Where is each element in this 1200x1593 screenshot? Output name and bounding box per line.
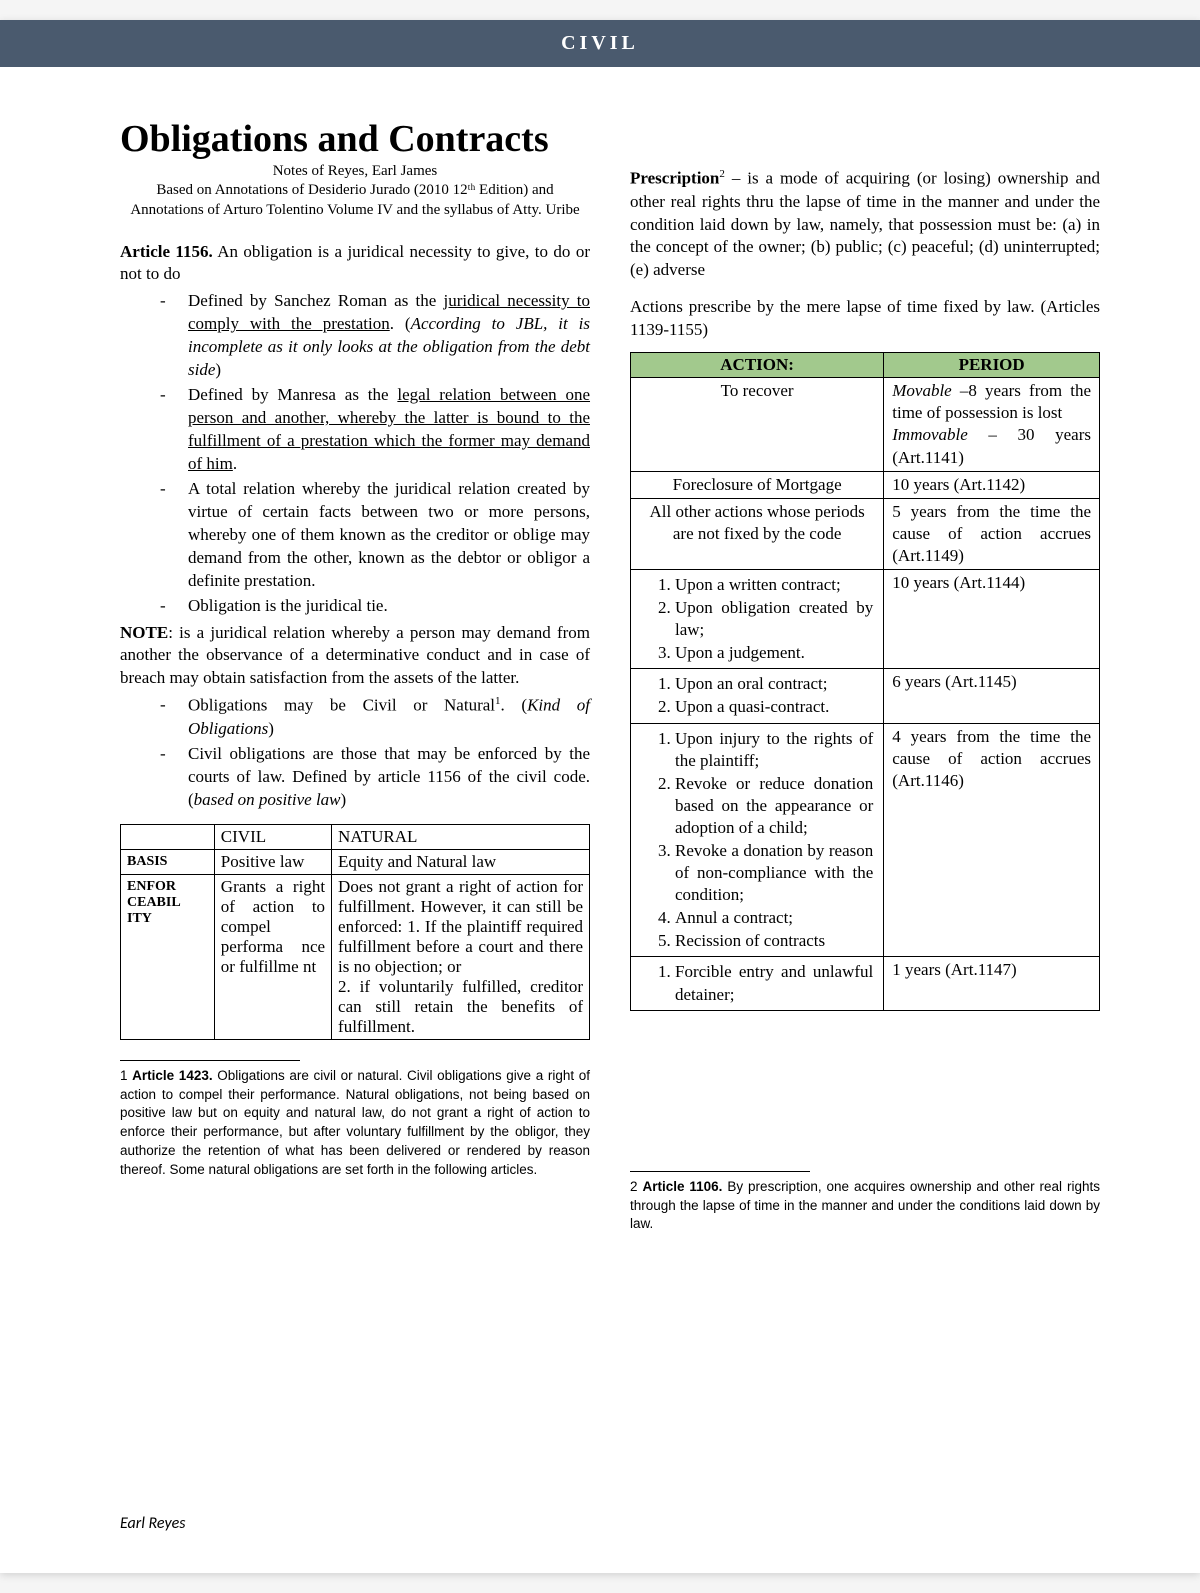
table-row: ENFOR CEABIL ITY Grants a right of actio…: [121, 874, 590, 1039]
action-written-contract: Upon a written contract; Upon obligation…: [631, 569, 884, 668]
enforce-civil: Grants a right of action to compel perfo…: [214, 874, 331, 1039]
action-other: All other actions whose periods are not …: [631, 498, 884, 569]
def-total-relation: A total relation whereby the juridical r…: [160, 478, 590, 593]
enforce-natural: Does not grant a right of action for ful…: [332, 874, 590, 1039]
table-row: BASIS Positive law Equity and Natural la…: [121, 849, 590, 874]
obligations-kind-list: Obligations may be Civil or Natural1. (K…: [160, 694, 590, 811]
author-name: Earl Reyes: [120, 1514, 186, 1533]
footnote-1: 1 Article 1423. Obligations are civil or…: [120, 1067, 590, 1180]
period-other: 5 years from the time the cause of actio…: [884, 498, 1100, 569]
period-10yr: 10 years (Art.1144): [884, 569, 1100, 668]
note-label: NOTE: [120, 623, 168, 642]
period-4yr: 4 years from the time the cause of actio…: [884, 723, 1100, 957]
civil-natural-table: CIVIL NATURAL BASIS Positive law Equity …: [120, 824, 590, 1040]
table-row: To recover Movable –8 years from the tim…: [631, 378, 1100, 471]
def-sanchez-roman: Defined by Sanchez Roman as the juridica…: [160, 290, 590, 382]
action-recover: To recover: [631, 378, 884, 471]
table-row: All other actions whose periods are not …: [631, 498, 1100, 569]
footnote-2: 2 Article 1106. By prescription, one acq…: [630, 1178, 1100, 1235]
content-area: Obligations and Contracts Notes of Reyes…: [0, 67, 1200, 1264]
civil-obligations-def: Civil obligations are those that may be …: [160, 743, 590, 812]
left-column: Obligations and Contracts Notes of Reyes…: [120, 117, 590, 1234]
prescription-label: Prescription: [630, 169, 719, 188]
def-manresa: Defined by Manresa as the legal relation…: [160, 384, 590, 476]
note-text: : is a juridical relation whereby a pers…: [120, 623, 590, 688]
row-basis-label: BASIS: [121, 849, 215, 874]
period-recover: Movable –8 years from the time of posses…: [884, 378, 1100, 471]
action-oral-contract: Upon an oral contract; Upon a quasi-cont…: [631, 669, 884, 723]
period-foreclosure: 10 years (Art.1142): [884, 471, 1100, 498]
row-enforce-label: ENFOR CEABIL ITY: [121, 874, 215, 1039]
note-paragraph: NOTE: is a juridical relation whereby a …: [120, 622, 590, 691]
kind-civil-natural: Obligations may be Civil or Natural1. (K…: [160, 694, 590, 741]
def-juridical-tie: Obligation is the juridical tie.: [160, 595, 590, 618]
footnote-separator-2: [630, 1171, 810, 1172]
period-6yr: 6 years (Art.1145): [884, 669, 1100, 723]
table-row: Foreclosure of Mortgage 10 years (Art.11…: [631, 471, 1100, 498]
action-foreclosure: Foreclosure of Mortgage: [631, 471, 884, 498]
table-row: CIVIL NATURAL: [121, 824, 590, 849]
header-period: PERIOD: [884, 353, 1100, 378]
col-civil: CIVIL: [214, 824, 331, 849]
header-action: ACTION:: [631, 353, 884, 378]
basis-natural: Equity and Natural law: [332, 849, 590, 874]
table-row: Upon injury to the rights of the plainti…: [631, 723, 1100, 957]
footnote-separator: [120, 1060, 300, 1061]
table-row: Upon a written contract; Upon obligation…: [631, 569, 1100, 668]
header-banner: CIVIL: [0, 20, 1200, 67]
action-injury-revoke: Upon injury to the rights of the plainti…: [631, 723, 884, 957]
article-1156: Article 1156. An obligation is a juridic…: [120, 241, 590, 287]
definitions-list: Defined by Sanchez Roman as the juridica…: [160, 290, 590, 617]
article-1156-label: Article 1156.: [120, 242, 213, 261]
subtitle-sources: Based on Annotations of Desiderio Jurado…: [130, 180, 580, 221]
action-period-table: ACTION: PERIOD To recover Movable –8 yea…: [630, 352, 1100, 1010]
page: CIVIL Obligations and Contracts Notes of…: [0, 20, 1200, 1573]
prescription-paragraph: Prescription2 – is a mode of acquiring (…: [630, 167, 1100, 282]
page-title: Obligations and Contracts: [120, 117, 590, 161]
right-column: Prescription2 – is a mode of acquiring (…: [630, 117, 1100, 1234]
basis-civil: Positive law: [214, 849, 331, 874]
subtitle-author: Notes of Reyes, Earl James: [150, 163, 560, 180]
table-header-row: ACTION: PERIOD: [631, 353, 1100, 378]
table-row: Forcible entry and unlawful detainer; 1 …: [631, 957, 1100, 1010]
action-forcible-entry: Forcible entry and unlawful detainer;: [631, 957, 884, 1010]
actions-prescribe-text: Actions prescribe by the mere lapse of t…: [630, 296, 1100, 342]
table-row: Upon an oral contract; Upon a quasi-cont…: [631, 669, 1100, 723]
col-natural: NATURAL: [332, 824, 590, 849]
period-1yr: 1 years (Art.1147): [884, 957, 1100, 1010]
